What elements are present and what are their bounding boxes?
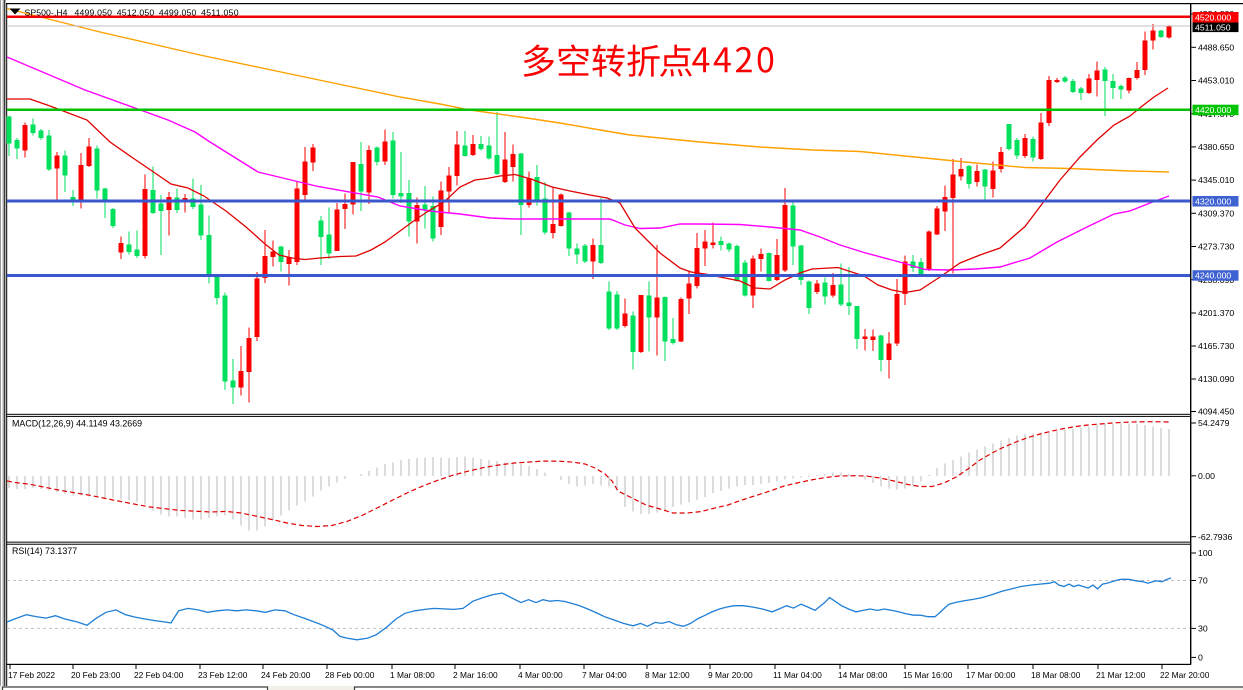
svg-text:4345.010: 4345.010 [1198,175,1234,185]
svg-text:4380.650: 4380.650 [1198,142,1234,152]
svg-text:11 Mar 04:00: 11 Mar 04:00 [773,670,822,680]
svg-text:SP500-,H4: SP500-,H4 [25,7,68,17]
svg-text:4499.050: 4499.050 [75,7,113,17]
svg-text:4453.010: 4453.010 [1198,76,1234,86]
svg-text:MACD(12,26,9) 44.1149 43.2669: MACD(12,26,9) 44.1149 43.2669 [12,418,142,428]
svg-text:4511.050: 4511.050 [1195,23,1231,33]
svg-text:4309.370: 4309.370 [1198,208,1234,218]
svg-text:24 Feb 20:00: 24 Feb 20:00 [261,670,311,680]
svg-text:4511.050: 4511.050 [201,7,239,17]
svg-text:2 Mar 16:00: 2 Mar 16:00 [453,670,498,680]
svg-text:4499.050: 4499.050 [159,7,197,17]
svg-text:7 Mar 04:00: 7 Mar 04:00 [582,670,627,680]
svg-text:21 Mar 12:00: 21 Mar 12:00 [1096,670,1146,680]
svg-text:15 Mar 16:00: 15 Mar 16:00 [903,670,953,680]
svg-text:22 Mar 20:00: 22 Mar 20:00 [1160,670,1210,680]
svg-text:30: 30 [1198,624,1208,634]
svg-text:28 Feb 00:00: 28 Feb 00:00 [325,670,375,680]
svg-text:20 Feb 23:00: 20 Feb 23:00 [71,670,121,680]
svg-text:4201.370: 4201.370 [1198,308,1234,318]
svg-text:4240.000: 4240.000 [1195,271,1231,281]
svg-text:0: 0 [1198,653,1203,663]
svg-text:4165.730: 4165.730 [1198,341,1234,351]
svg-text:4512.050: 4512.050 [117,7,155,17]
svg-text:17 Feb 2022: 17 Feb 2022 [8,670,55,680]
svg-text:17 Mar 00:00: 17 Mar 00:00 [966,670,1016,680]
svg-text:0.00: 0.00 [1198,471,1215,481]
svg-text:54.2479: 54.2479 [1198,418,1230,428]
svg-text:4320.000: 4320.000 [1195,196,1231,206]
svg-text:4094.450: 4094.450 [1198,407,1234,417]
svg-text:4130.090: 4130.090 [1198,374,1234,384]
svg-text:9 Mar 20:00: 9 Mar 20:00 [708,670,753,680]
svg-text:1 Mar 08:00: 1 Mar 08:00 [390,670,435,680]
svg-text:70: 70 [1198,576,1208,586]
svg-text:18 Mar 08:00: 18 Mar 08:00 [1031,670,1081,680]
svg-text:4420.000: 4420.000 [1195,105,1231,115]
svg-text:-62.7936: -62.7936 [1198,532,1232,542]
svg-text:100: 100 [1198,548,1213,558]
svg-text:4520.000: 4520.000 [1195,12,1231,22]
svg-text:22 Feb 04:00: 22 Feb 04:00 [134,670,184,680]
svg-text:14 Mar 08:00: 14 Mar 08:00 [838,670,888,680]
svg-text:RSI(14) 73.1377: RSI(14) 73.1377 [12,546,77,556]
svg-text:4488.650: 4488.650 [1198,42,1234,52]
svg-text:4273.730: 4273.730 [1198,242,1234,252]
svg-text:23 Feb 12:00: 23 Feb 12:00 [198,670,248,680]
svg-text:8 Mar 12:00: 8 Mar 12:00 [645,670,690,680]
svg-text:4 Mar 00:00: 4 Mar 00:00 [518,670,563,680]
